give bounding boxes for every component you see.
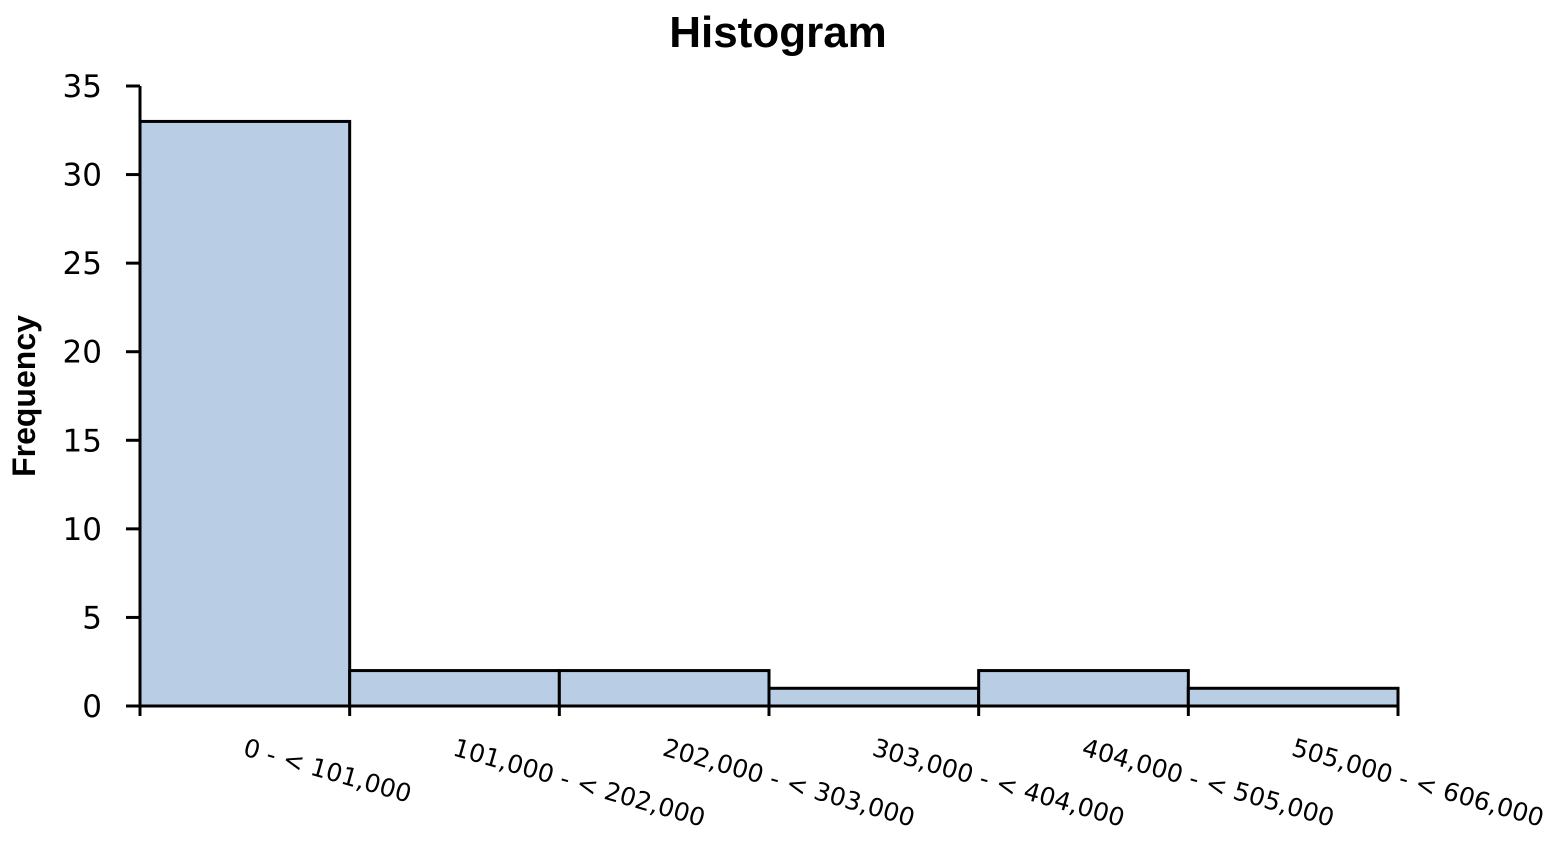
- y-tick-label: 20: [63, 335, 102, 371]
- y-tick-label: 15: [63, 423, 102, 459]
- y-tick-label: 35: [63, 69, 102, 105]
- y-tick-label: 5: [82, 600, 102, 636]
- y-ticks-group: 0 5 10 15 20 25 30 35: [63, 69, 140, 725]
- chart-title: Histogram: [669, 8, 887, 57]
- bars-group: [138, 119, 1400, 708]
- histogram-bar: [1186, 686, 1400, 708]
- x-ticks-group: 0 - < 101,000 101,000 - < 202,000202,000 …: [138, 706, 1547, 833]
- y-tick-label: 25: [63, 246, 102, 282]
- y-tick-label: 10: [63, 512, 102, 548]
- histogram-bar: [767, 686, 981, 708]
- y-axis-label: Frequency: [6, 315, 42, 477]
- x-tick-label: 0 - < 101,000: [240, 733, 414, 809]
- y-tick-label: 30: [63, 158, 102, 194]
- histogram-bar: [977, 669, 1190, 708]
- y-tick-label: 0: [82, 689, 102, 725]
- histogram-bar: [348, 669, 561, 708]
- histogram-bar: [557, 669, 771, 708]
- histogram-bar: [138, 119, 352, 708]
